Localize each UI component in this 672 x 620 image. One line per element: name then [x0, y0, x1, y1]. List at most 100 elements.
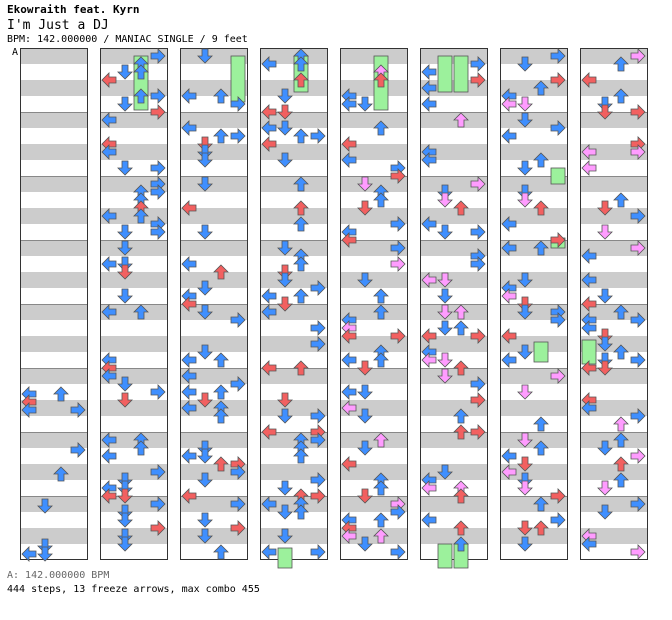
down-arrow-icon [37, 538, 53, 554]
artist-name: Ekowraith feat. Kyrn [7, 3, 140, 16]
down-arrow-icon [197, 528, 213, 544]
up-arrow-icon [533, 200, 549, 216]
up-arrow-icon [613, 344, 629, 360]
right-arrow-icon [230, 464, 246, 480]
left-arrow-icon [181, 368, 197, 384]
chart-info: BPM: 142.000000 / MANIAC SINGLE / 9 feet [7, 34, 248, 45]
down-arrow-icon [517, 96, 533, 112]
left-arrow-icon [261, 544, 277, 560]
left-arrow-icon [341, 352, 357, 368]
right-arrow-icon [550, 312, 566, 328]
down-arrow-icon [597, 328, 613, 344]
right-arrow-icon [310, 320, 326, 336]
up-arrow-icon [373, 120, 389, 136]
down-arrow-icon [117, 512, 133, 528]
right-arrow-icon [150, 184, 166, 200]
right-arrow-icon [150, 224, 166, 240]
right-arrow-icon [230, 496, 246, 512]
down-arrow-icon [517, 304, 533, 320]
left-arrow-icon [421, 480, 437, 496]
right-arrow-icon [630, 448, 646, 464]
up-arrow-icon [373, 192, 389, 208]
down-arrow-icon [597, 480, 613, 496]
down-arrow-icon [277, 528, 293, 544]
down-arrow-icon [117, 240, 133, 256]
right-arrow-icon [230, 520, 246, 536]
left-arrow-icon [501, 448, 517, 464]
up-arrow-icon [533, 416, 549, 432]
left-arrow-icon [181, 200, 197, 216]
chart-column [100, 48, 168, 560]
right-arrow-icon [470, 424, 486, 440]
up-arrow-icon [613, 88, 629, 104]
chart-column [340, 48, 408, 560]
left-arrow-icon [501, 352, 517, 368]
down-arrow-icon [597, 200, 613, 216]
down-arrow-icon [197, 448, 213, 464]
down-arrow-icon [597, 288, 613, 304]
down-arrow-icon [597, 96, 613, 112]
down-arrow-icon [117, 536, 133, 552]
down-arrow-icon [517, 112, 533, 128]
up-arrow-icon [373, 304, 389, 320]
right-arrow-icon [390, 328, 406, 344]
down-arrow-icon [277, 504, 293, 520]
bpm-section-marker: A [12, 47, 19, 58]
left-arrow-icon [181, 296, 197, 312]
up-arrow-icon [213, 384, 229, 400]
left-arrow-icon [501, 464, 517, 480]
left-arrow-icon [421, 216, 437, 232]
up-arrow-icon [373, 528, 389, 544]
up-arrow-icon [53, 386, 69, 402]
freeze-hold-bar [230, 55, 246, 103]
down-arrow-icon [277, 296, 293, 312]
down-arrow-icon [277, 120, 293, 136]
left-arrow-icon [261, 360, 277, 376]
up-arrow-icon [453, 200, 469, 216]
down-arrow-icon [517, 184, 533, 200]
left-arrow-icon [501, 328, 517, 344]
right-arrow-icon [630, 496, 646, 512]
right-arrow-icon [390, 256, 406, 272]
right-arrow-icon [630, 48, 646, 64]
left-arrow-icon [101, 432, 117, 448]
down-arrow-icon [517, 56, 533, 72]
left-arrow-icon [101, 256, 117, 272]
down-arrow-icon [197, 176, 213, 192]
right-arrow-icon [70, 402, 86, 418]
down-arrow-icon [277, 480, 293, 496]
up-arrow-icon [613, 192, 629, 208]
freeze-hold-bar [437, 543, 453, 569]
left-arrow-icon [101, 72, 117, 88]
up-arrow-icon [133, 64, 149, 80]
chart-footer: A: 142.000000 BPM 444 steps, 13 freeze a… [7, 569, 260, 597]
right-arrow-icon [310, 408, 326, 424]
right-arrow-icon [470, 56, 486, 72]
left-arrow-icon [341, 400, 357, 416]
left-arrow-icon [581, 248, 597, 264]
right-arrow-icon [150, 520, 166, 536]
down-arrow-icon [117, 480, 133, 496]
up-arrow-icon [213, 264, 229, 280]
down-arrow-icon [277, 264, 293, 280]
right-arrow-icon [150, 160, 166, 176]
right-arrow-icon [470, 376, 486, 392]
down-arrow-icon [197, 512, 213, 528]
right-arrow-icon [470, 328, 486, 344]
down-arrow-icon [197, 440, 213, 456]
left-arrow-icon [261, 288, 277, 304]
down-arrow-icon [517, 456, 533, 472]
up-arrow-icon [213, 456, 229, 472]
left-arrow-icon [341, 528, 357, 544]
up-arrow-icon [453, 520, 469, 536]
right-arrow-icon [470, 392, 486, 408]
up-arrow-icon [293, 56, 309, 72]
down-arrow-icon [517, 272, 533, 288]
right-arrow-icon [630, 544, 646, 560]
down-arrow-icon [37, 498, 53, 514]
down-arrow-icon [517, 520, 533, 536]
up-arrow-icon [613, 456, 629, 472]
right-arrow-icon [390, 504, 406, 520]
up-arrow-icon [293, 72, 309, 88]
left-arrow-icon [341, 384, 357, 400]
